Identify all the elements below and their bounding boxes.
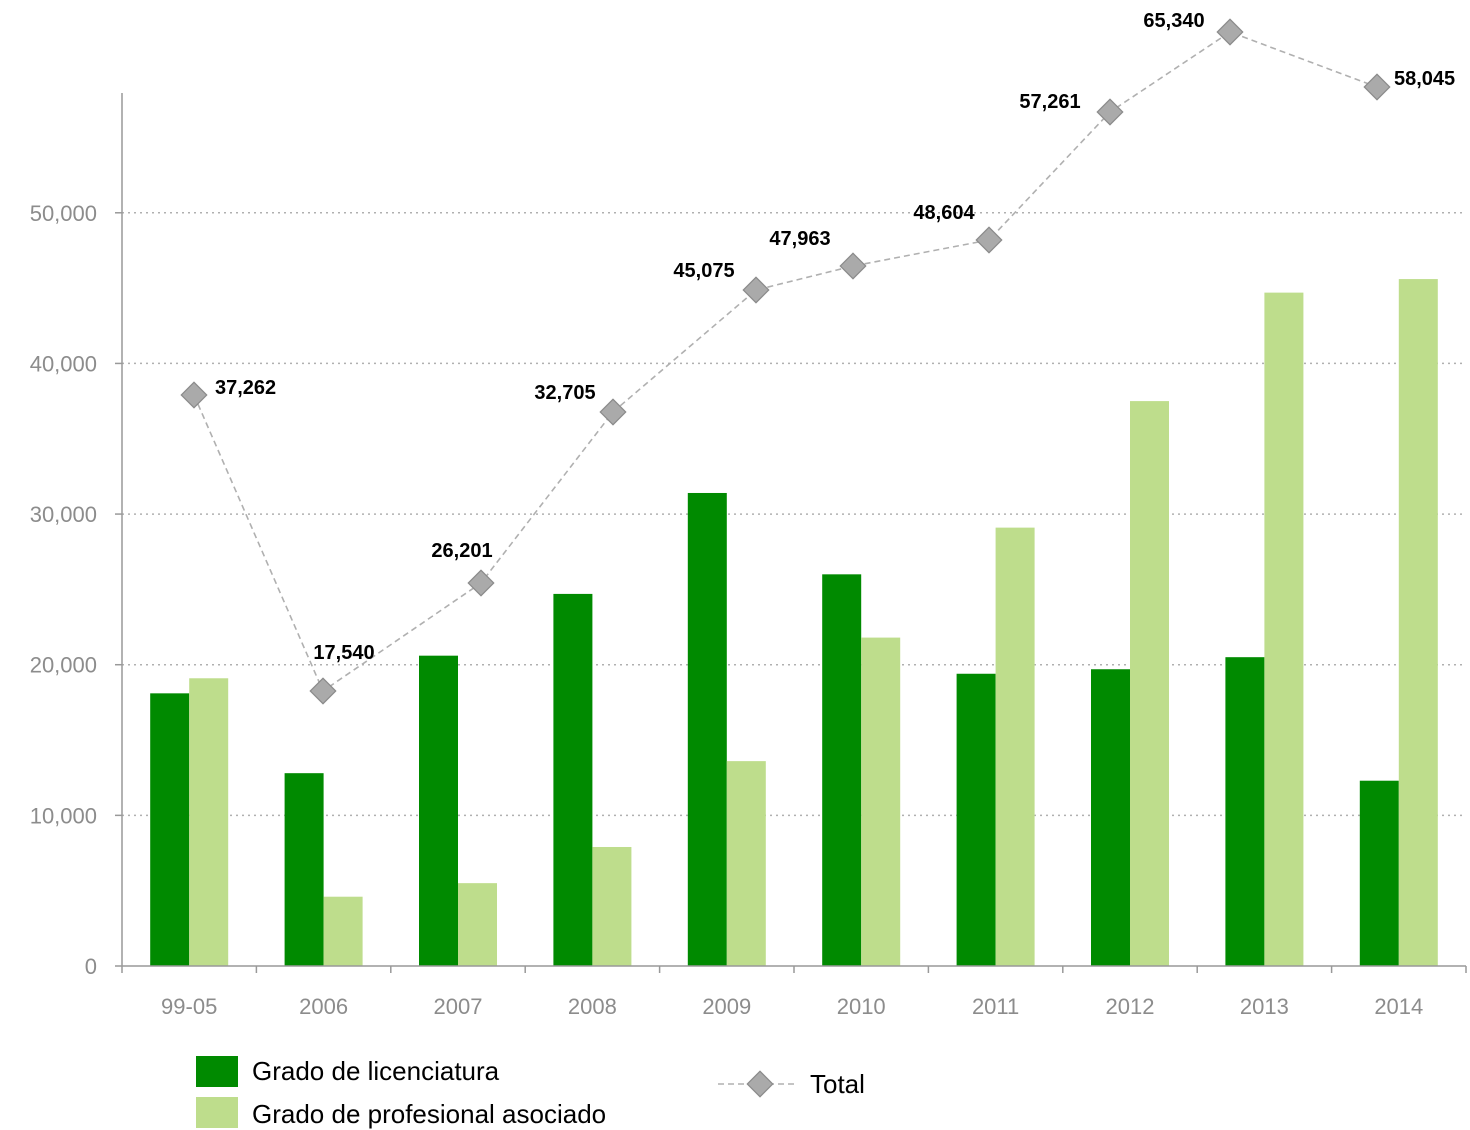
y-tick-label: 20,000 xyxy=(30,653,97,678)
x-tick-label: 2011 xyxy=(972,994,1019,1019)
bar xyxy=(458,883,497,966)
data-label: 26,201 xyxy=(431,540,492,562)
bar xyxy=(1398,279,1438,966)
data-label: 57,261 xyxy=(1019,91,1080,113)
gridlines xyxy=(122,212,1466,817)
data-label: 47,963 xyxy=(769,228,830,250)
legend-swatch xyxy=(196,1097,238,1128)
legend-swatch xyxy=(196,1056,238,1087)
bar xyxy=(323,896,363,966)
data-label: 17,540 xyxy=(313,642,374,664)
legend-label: Grado de licenciatura xyxy=(252,1056,500,1086)
bar xyxy=(822,574,862,966)
point xyxy=(1096,98,1124,126)
bar xyxy=(995,527,1035,966)
total-line xyxy=(180,18,1391,705)
bar xyxy=(687,492,727,966)
data-label: 58,045 xyxy=(1394,68,1455,90)
bar xyxy=(956,673,996,966)
bar xyxy=(1130,401,1169,966)
point xyxy=(467,569,495,597)
legend-marker xyxy=(746,1070,774,1098)
data-label: 48,604 xyxy=(913,202,975,224)
bar xyxy=(284,773,324,966)
y-tick-label: 50,000 xyxy=(30,201,97,226)
y-tick-label: 10,000 xyxy=(30,803,97,828)
x-tick-label: 2012 xyxy=(1106,994,1155,1019)
data-label: 32,705 xyxy=(534,382,595,404)
bar xyxy=(726,761,766,966)
bar xyxy=(553,593,593,966)
legend: Grado de licenciatura Grado de profesiona… xyxy=(196,1056,865,1129)
x-tick-label: 2007 xyxy=(434,994,483,1019)
x-tick-label: 2013 xyxy=(1240,994,1289,1019)
y-tick-label: 30,000 xyxy=(30,502,97,527)
bar xyxy=(1264,292,1304,966)
bar xyxy=(1225,657,1265,966)
point xyxy=(599,398,627,426)
point xyxy=(742,276,770,304)
bar xyxy=(150,693,190,966)
legend-label: Total xyxy=(810,1069,865,1099)
x-tick-label: 2006 xyxy=(299,994,348,1019)
bar xyxy=(592,846,632,966)
data-label: 45,075 xyxy=(673,260,734,282)
x-tick-label: 2014 xyxy=(1374,994,1423,1019)
point xyxy=(1216,18,1244,46)
y-tick-label: 40,000 xyxy=(30,351,97,376)
x-tick-label: 99-05 xyxy=(161,994,217,1019)
point xyxy=(180,381,208,409)
point xyxy=(1363,73,1391,101)
data-label: 65,340 xyxy=(1143,10,1204,32)
y-tick-label: 0 xyxy=(85,954,97,979)
x-tick-label: 2010 xyxy=(837,994,886,1019)
bars xyxy=(150,279,1438,966)
total-line-path xyxy=(193,31,1378,693)
axes: 0 10,000 20,000 30,000 40,000 50,000 99-05 2006… xyxy=(30,93,1467,1019)
bar xyxy=(189,678,229,966)
bar xyxy=(1091,669,1130,966)
legend-label: Grado de profesional asociado xyxy=(252,1099,606,1129)
bar xyxy=(861,637,901,966)
bar xyxy=(1359,780,1399,966)
bar xyxy=(419,655,458,966)
point xyxy=(839,252,867,280)
x-tick-label: 2008 xyxy=(568,994,617,1019)
x-tick-label: 2009 xyxy=(702,994,751,1019)
point xyxy=(975,226,1003,254)
data-labels: 37,262 17,540 26,201 32,705 45,075 47,963 48,6… xyxy=(215,10,1455,664)
data-label: 37,262 xyxy=(215,377,276,399)
point xyxy=(309,677,337,705)
